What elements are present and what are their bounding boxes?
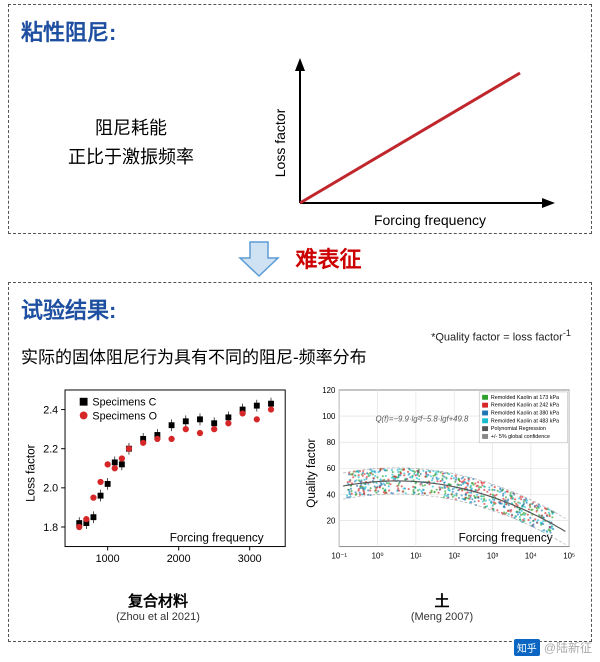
linear-chart: Loss factor Forcing frequency [241,53,579,233]
left-y-label: Loss factor [25,444,38,501]
svg-text:10³: 10³ [487,551,499,560]
chart-composite: Specimens C Specimens O Loss factor Forc… [21,378,295,623]
svg-text:60: 60 [327,464,336,473]
svg-text:10⁴: 10⁴ [525,551,537,560]
caption-right: 土 (Meng 2007) [305,590,579,623]
svg-text:100: 100 [322,412,336,421]
right-y-label: Quality factor [305,439,318,508]
arrow-label: 难表征 [295,242,361,274]
svg-text:Remolded Kaolin at 380 kPa: Remolded Kaolin at 380 kPa [491,410,559,416]
legend-c: Specimens C [92,397,156,409]
svg-text:2.0: 2.0 [43,483,58,495]
svg-text:+/- 5% global confidence: +/- 5% global confidence [491,434,550,440]
top-body-line2: 正比于激振频率 [21,143,241,172]
svg-text:1.8: 1.8 [43,522,58,534]
zhihu-logo-icon: 知乎 [514,639,540,656]
title-viscous: 粘性阻尼: [21,15,579,47]
svg-text:1000: 1000 [96,553,120,565]
y-axis-label: Loss factor [272,108,288,177]
title-results: 试验结果: [21,293,579,325]
svg-text:20: 20 [327,516,336,525]
chart-soil: Remolded Kaolin at 173 kPa Remolded Kaoli… [305,378,579,623]
charts-row: Specimens C Specimens O Loss factor Forc… [21,378,579,623]
svg-text:10⁰: 10⁰ [372,551,384,560]
quality-note: *Quality factor = loss factor-1 [431,328,571,344]
left-x-label: Forcing frequency [170,532,264,545]
right-x-label: Forcing frequency [459,532,553,545]
top-body-line1: 阻尼耗能 [21,114,241,143]
top-body-text: 阻尼耗能 正比于激振频率 [21,114,241,172]
svg-text:Remolded Kaolin at 483 kPa: Remolded Kaolin at 483 kPa [491,418,559,424]
legend-o: Specimens O [92,410,157,422]
svg-text:2000: 2000 [167,553,191,565]
svg-text:Remolded Kaolin at 242 kPa: Remolded Kaolin at 242 kPa [491,403,559,409]
svg-text:10⁵: 10⁵ [563,551,575,560]
caption-left: 复合材料 (Zhou et al 2021) [21,590,295,623]
svg-text:10²: 10² [449,551,461,560]
panel-results: 试验结果: *Quality factor = loss factor-1 实际… [8,282,592,642]
svg-text:10¹: 10¹ [410,551,422,560]
top-content: 阻尼耗能 正比于激振频率 Loss factor Forcing frequen… [21,53,579,233]
watermark: 知乎 @陆新征 [514,639,592,656]
result-body: 实际的固体阻尼行为具有不同的阻尼-频率分布 [21,343,579,368]
svg-text:10⁻¹: 10⁻¹ [332,551,348,560]
arrow-down-icon [238,238,280,278]
panel-viscous-damping: 粘性阻尼: 阻尼耗能 正比于激振频率 Loss factor Forcing f… [8,4,592,234]
svg-text:80: 80 [327,438,336,447]
svg-text:Remolded Kaolin at 173 kPa: Remolded Kaolin at 173 kPa [491,395,559,401]
svg-text:2.2: 2.2 [43,444,58,456]
fit-eqn: Q(f)=−9.9·lg²f−5.8·lgf+49.8 [375,414,469,423]
svg-text:120: 120 [322,386,336,395]
svg-text:3000: 3000 [238,553,262,565]
x-axis-label: Forcing frequency [374,212,486,228]
svg-text:Polynomial Regression: Polynomial Regression [491,426,546,432]
svg-text:40: 40 [327,490,336,499]
svg-text:2.4: 2.4 [43,404,58,416]
arrow-section: 难表征 [0,238,600,278]
watermark-user: @陆新征 [544,639,592,656]
